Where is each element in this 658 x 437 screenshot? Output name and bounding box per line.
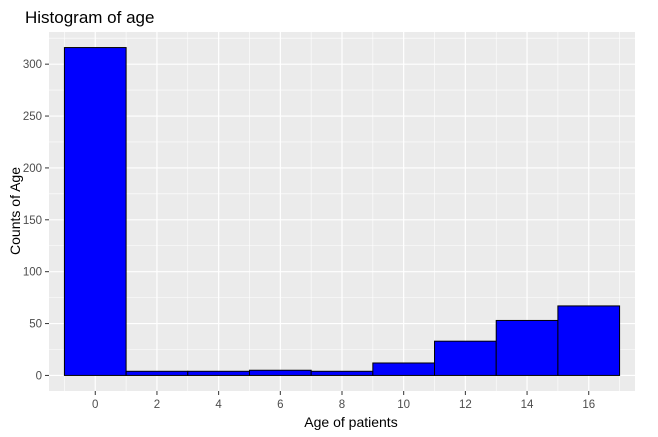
x-tick-label: 10 <box>397 399 410 411</box>
x-tick-label: 6 <box>277 399 283 411</box>
y-tick-label: 300 <box>23 59 42 71</box>
histogram-bar-2 <box>187 370 250 376</box>
y-axis-title: Counts of Age <box>7 167 23 255</box>
x-tick-label: 4 <box>215 399 222 411</box>
x-axis: 0 2 4 6 8 10 12 14 16 <box>92 391 595 411</box>
y-tick-label: 50 <box>29 319 42 331</box>
y-tick-label: 100 <box>23 267 42 279</box>
y-tick-label: 0 <box>36 370 42 382</box>
histogram-bar-6 <box>434 340 497 376</box>
x-tick-label: 8 <box>339 399 345 411</box>
x-tick-label: 16 <box>582 399 595 411</box>
histogram-bar-4 <box>310 370 374 376</box>
y-tick-label: 250 <box>23 111 42 123</box>
histogram-bar-7 <box>495 319 559 376</box>
histogram-bar-3 <box>248 369 312 376</box>
x-tick-label: 12 <box>459 399 472 411</box>
x-axis-title: Age of patients <box>304 414 397 430</box>
y-tick-label: 200 <box>23 163 42 175</box>
chart-title: Histogram of age <box>25 8 154 27</box>
histogram-bar-8 <box>557 305 621 376</box>
x-tick-label: 14 <box>521 399 534 411</box>
histogram-bar-1 <box>125 370 189 376</box>
histogram-bar-0 <box>63 47 127 376</box>
histogram-bar-5 <box>372 362 436 376</box>
y-axis: 0 50 100 150 200 250 300 <box>23 59 49 382</box>
histogram-bars <box>63 47 621 376</box>
x-tick-label: 0 <box>92 399 98 411</box>
y-tick-label: 150 <box>23 215 42 227</box>
x-tick-label: 2 <box>154 399 160 411</box>
